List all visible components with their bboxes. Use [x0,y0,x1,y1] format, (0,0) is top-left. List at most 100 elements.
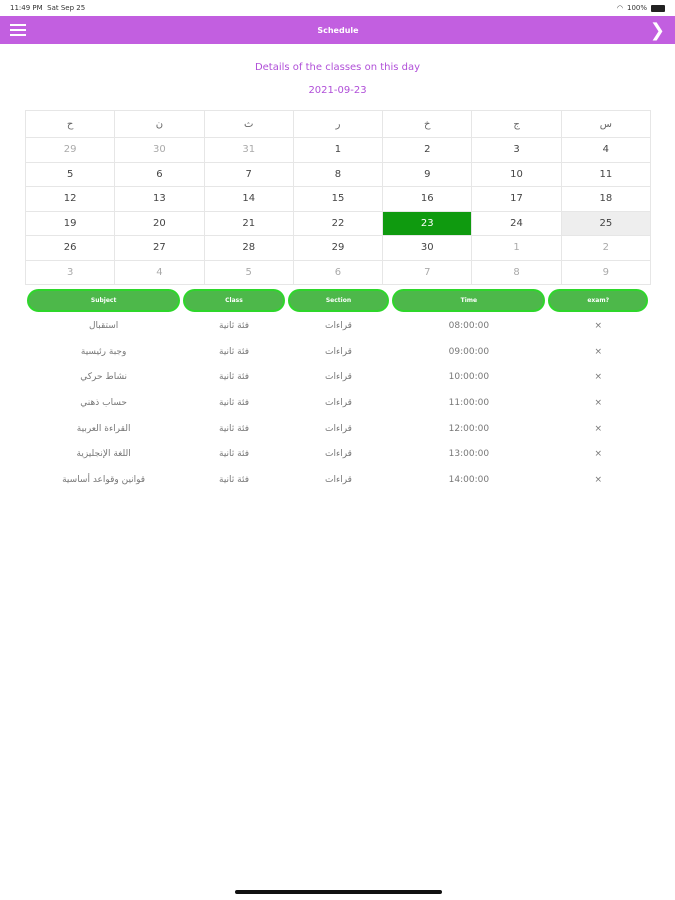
calendar-day[interactable]: 3 [471,137,562,163]
calendar-day[interactable]: 4 [560,137,652,163]
calendar-day[interactable]: 2 [382,137,473,163]
calendar-day[interactable]: 29 [292,235,384,261]
table-row: وجبة رئيسية فئة ثانية قراءات 09:00:00 × [27,339,648,365]
subject-cell: نشاط حركي [80,372,128,383]
time-cell: 14:00:00 [448,474,490,485]
time-cell: 13:00:00 [448,449,490,460]
calendar-day[interactable]: 25 [560,210,652,236]
calendar-day[interactable]: 8 [292,161,384,187]
calendar-day[interactable]: 13 [114,186,205,212]
exam-cell: × [594,320,603,331]
calendar-day[interactable]: 31 [203,137,294,163]
schedule-table: استقبال فئة ثانية قراءات 08:00:00 × وجبة رئيس… [27,313,648,493]
calendar-day[interactable]: 17 [471,186,562,212]
calendar-day[interactable]: 4 [114,259,205,285]
calendar-day[interactable]: 3 [24,259,116,285]
class-cell: فئة ثانية [219,474,249,485]
column-header-exam[interactable]: exam? [548,289,648,312]
class-cell: فئة ثانية [219,423,249,434]
calendar-day[interactable]: 1 [292,137,384,163]
calendar-day[interactable]: 30 [114,137,205,163]
column-header-section[interactable]: Section [287,289,390,312]
selected-date: 2021-09-23 [308,85,367,96]
calendar-day[interactable]: 23 [382,210,473,236]
calendar-day[interactable]: 10 [471,161,562,187]
calendar-day[interactable]: 19 [24,210,116,236]
calendar-day[interactable]: 18 [560,186,652,212]
calendar-day[interactable]: 26 [24,235,116,261]
calendar-day[interactable]: 29 [24,137,116,163]
weekday-header: ر [292,110,384,138]
calendar-day[interactable]: 8 [471,259,562,285]
section-cell: قراءات [325,449,352,460]
calendar-day[interactable]: 24 [471,210,562,236]
calendar-week: 5 6 7 8 9 10 11 [24,161,652,187]
calendar-day[interactable]: 5 [24,161,116,187]
exam-cell: × [594,372,603,383]
section-cell: قراءات [325,346,352,357]
class-cell: فئة ثانية [219,320,249,331]
subject-cell: القراءة العربية [76,423,131,434]
calendar-day[interactable]: 7 [203,161,294,187]
calendar-day[interactable]: 14 [203,186,294,212]
calendar-week: 26 27 28 29 30 1 2 [24,235,652,261]
time-cell: 09:00:00 [448,346,490,357]
subject-cell: حساب ذهني [80,397,127,408]
subject-cell: اللغة الإنجليزية [76,449,131,460]
calendar-day[interactable]: 1 [471,235,562,261]
calendar-day[interactable]: 21 [203,210,294,236]
exam-cell: × [594,397,603,408]
column-header-subject[interactable]: Subject [27,289,181,312]
calendar-day[interactable]: 22 [292,210,384,236]
calendar-day[interactable]: 6 [292,259,384,285]
calendar-day[interactable]: 15 [292,186,384,212]
exam-cell: × [594,346,603,357]
calendar-day[interactable]: 16 [382,186,473,212]
exam-cell: × [594,423,603,434]
calendar-day[interactable]: 9 [382,161,473,187]
home-indicator[interactable] [235,890,442,894]
column-header-class[interactable]: Class [183,289,285,312]
table-row: قوانين وقواعد أساسية فئة ثانية قراءات 14:00… [27,467,648,493]
exam-cell: × [594,474,603,485]
section-cell: قراءات [325,474,352,485]
calendar-day[interactable]: 9 [560,259,652,285]
calendar-week: 19 20 21 22 23 24 25 [24,210,652,236]
class-cell: فئة ثانية [219,449,249,460]
class-cell: فئة ثانية [219,372,249,383]
table-row: حساب ذهني فئة ثانية قراءات 11:00:00 × [27,390,648,416]
weekday-header: ج [471,110,562,138]
time-cell: 10:00:00 [448,372,490,383]
calendar-day[interactable]: 5 [203,259,294,285]
weekday-header: ح [24,110,116,138]
calendar-day[interactable]: 28 [203,235,294,261]
hamburger-icon[interactable] [10,24,26,36]
calendar-day[interactable]: 11 [560,161,652,187]
column-header-time[interactable]: Time [392,289,546,312]
calendar-week: 12 13 14 15 16 17 18 [24,186,652,212]
table-row: القراءة العربية فئة ثانية قراءات 12:00:00 × [27,416,648,442]
chevron-right-icon[interactable]: ❯ [649,19,665,41]
status-time: 11:49 PM Sat Sep 25 [10,4,86,12]
calendar-day[interactable]: 2 [560,235,652,261]
calendar-day[interactable]: 7 [382,259,473,285]
wifi-icon: ◠ [616,4,623,12]
calendar-day[interactable]: 27 [114,235,205,261]
calendar-day[interactable]: 20 [114,210,205,236]
weekday-header: ث [203,110,294,138]
calendar-day[interactable]: 6 [114,161,205,187]
table-row: استقبال فئة ثانية قراءات 08:00:00 × [27,313,648,339]
section-cell: قراءات [325,423,352,434]
weekday-header: ن [114,110,205,138]
time-cell: 08:00:00 [448,320,490,331]
section-cell: قراءات [325,397,352,408]
calendar-day[interactable]: 12 [24,186,116,212]
table-row: نشاط حركي فئة ثانية قراءات 10:00:00 × [27,364,648,390]
page-title: Schedule [317,25,359,35]
calendar-day[interactable]: 30 [382,235,473,261]
calendar-week: 29 30 31 1 2 3 4 [24,137,652,163]
subject-cell: وجبة رئيسية [80,346,127,357]
nav-bar: Schedule ❯ [0,16,675,44]
